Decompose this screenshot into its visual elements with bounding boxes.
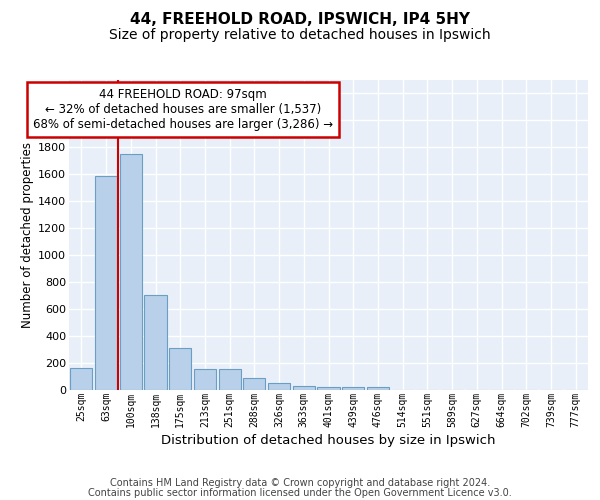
X-axis label: Distribution of detached houses by size in Ipswich: Distribution of detached houses by size … (161, 434, 496, 446)
Bar (169, 348, 191, 390)
Bar (70, 368, 92, 390)
Bar (342, 388, 364, 390)
Bar (317, 387, 340, 390)
Bar (367, 388, 389, 390)
Bar (194, 369, 216, 390)
Bar (95, 176, 117, 390)
Bar (268, 384, 290, 390)
Text: 44, FREEHOLD ROAD, IPSWICH, IP4 5HY: 44, FREEHOLD ROAD, IPSWICH, IP4 5HY (130, 12, 470, 28)
Text: Contains HM Land Registry data © Crown copyright and database right 2024.: Contains HM Land Registry data © Crown c… (110, 478, 490, 488)
Bar (145, 295, 167, 390)
Bar (293, 386, 315, 390)
Bar (119, 154, 142, 390)
Y-axis label: Number of detached properties: Number of detached properties (21, 142, 34, 328)
Bar (243, 378, 265, 390)
Text: Size of property relative to detached houses in Ipswich: Size of property relative to detached ho… (109, 28, 491, 42)
Text: Contains public sector information licensed under the Open Government Licence v3: Contains public sector information licen… (88, 488, 512, 498)
Text: 44 FREEHOLD ROAD: 97sqm
← 32% of detached houses are smaller (1,537)
68% of semi: 44 FREEHOLD ROAD: 97sqm ← 32% of detache… (33, 88, 333, 130)
Bar (218, 369, 241, 390)
